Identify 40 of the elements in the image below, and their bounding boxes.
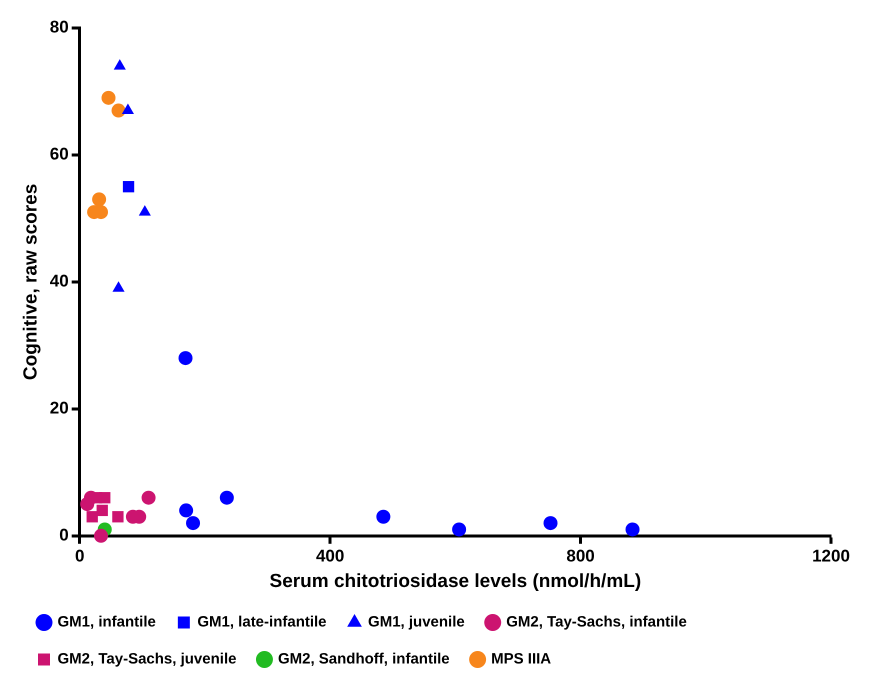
legend-label: GM1, infantile: [58, 614, 156, 631]
point: [142, 490, 156, 505]
point: [122, 181, 134, 192]
point: [114, 59, 126, 70]
x-tick-label: 0: [74, 546, 84, 566]
x-tick-label: 800: [566, 546, 595, 566]
point: [94, 528, 108, 543]
legend-label: GM2, Tay-Sachs, juvenile: [58, 650, 236, 668]
x-tick-label: 1200: [812, 546, 850, 566]
y-axis-title: Cognitive, raw scores: [20, 184, 42, 380]
point: [99, 492, 110, 504]
point: [452, 522, 466, 536]
point: [186, 516, 200, 530]
point: [92, 192, 106, 206]
point: [544, 516, 558, 530]
point: [179, 503, 194, 518]
point: [626, 522, 640, 536]
y-tick-label: 80: [50, 18, 69, 37]
point: [112, 104, 126, 118]
legend-label: GM1, juvenile: [368, 614, 465, 631]
point: [376, 510, 390, 524]
point: [122, 104, 134, 114]
y-tick-label: 40: [50, 272, 69, 291]
point: [96, 504, 108, 516]
x-axis-title: Serum chitotriosidase levels (nmol/h/mL): [270, 570, 642, 592]
legend-label: GM1, late-infantile: [197, 614, 327, 631]
legend-label: MPS IIIA: [491, 650, 552, 668]
y-tick-label: 20: [50, 398, 69, 418]
point: [102, 90, 116, 105]
point: [86, 511, 98, 522]
x-tick-label: 400: [316, 546, 344, 566]
point: [112, 511, 124, 522]
point: [138, 205, 151, 216]
point: [220, 490, 234, 505]
point: [112, 281, 125, 292]
legend-label: GM2, Tay-Sachs, infantile: [506, 614, 687, 631]
legend-label: GM2, Sandhoff, infantile: [278, 650, 450, 668]
y-tick-label: 0: [59, 525, 69, 544]
y-tick-label: 60: [50, 144, 69, 164]
point: [178, 351, 193, 366]
